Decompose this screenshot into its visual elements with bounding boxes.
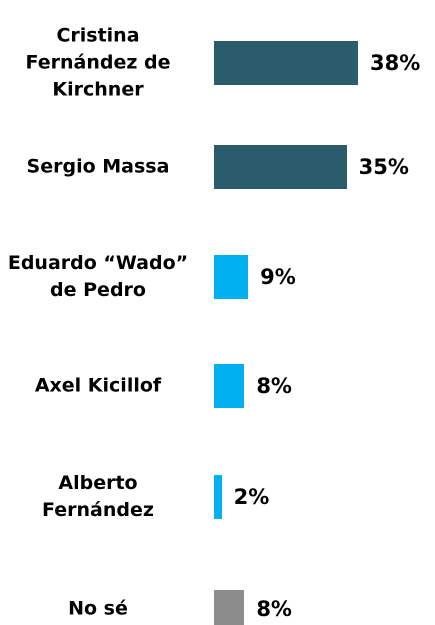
category-label: Sergio Massa xyxy=(26,155,170,178)
value-label: 2% xyxy=(233,485,270,509)
bar xyxy=(214,475,222,519)
value-label: 35% xyxy=(358,155,409,179)
bar xyxy=(214,41,359,85)
value-label: 8% xyxy=(256,374,292,398)
bar xyxy=(214,145,347,189)
value-label: 38% xyxy=(370,51,421,75)
category-label: Axel Kicillof xyxy=(34,374,162,397)
category-label: No sé xyxy=(68,597,128,620)
value-label: 8% xyxy=(256,597,292,621)
bar xyxy=(214,255,249,299)
category-label: Alberto Fernández xyxy=(42,472,154,521)
bar xyxy=(214,364,245,408)
value-label: 9% xyxy=(260,265,296,289)
category-label: Cristina Fernández de Kirchner xyxy=(25,24,171,101)
category-label: Eduardo “Wado” de Pedro xyxy=(7,252,189,301)
bar xyxy=(214,590,245,625)
